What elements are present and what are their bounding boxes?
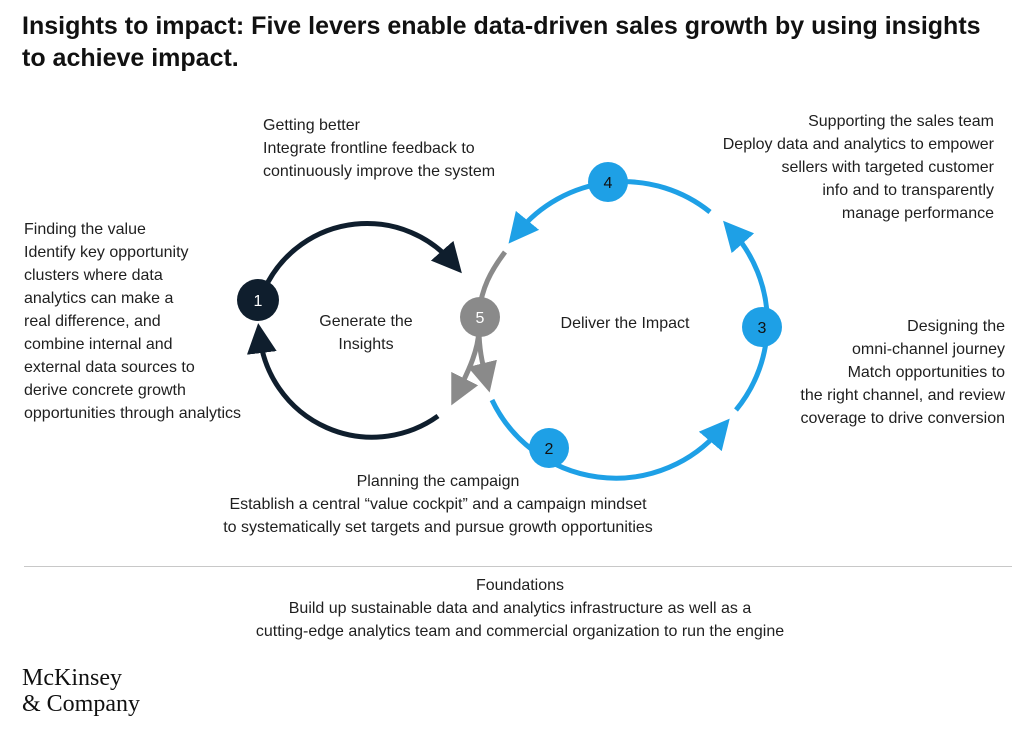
logo-line-1: McKinsey — [22, 665, 122, 691]
mckinsey-logo: McKinsey & Company — [22, 665, 140, 717]
lever-number-2: 2 — [545, 441, 554, 458]
lever-number-1: 1 — [254, 293, 263, 310]
lever-node-4: 4 — [588, 162, 628, 202]
page-title: Insights to impact: Five levers enable d… — [22, 12, 981, 72]
lever-2-description: Establish a central “value cockpit” and … — [223, 496, 653, 536]
lever-3-description: Match opportunities to the right channel… — [800, 364, 1005, 427]
lever-5-text: Getting better Integrate frontline feedb… — [263, 114, 563, 183]
lever-1-description: Identify key opportunity clusters where … — [24, 244, 242, 422]
lever-5-description: Integrate frontline feedback to continuo… — [263, 140, 496, 180]
generate-insights-cycle — [246, 220, 462, 440]
foundations-description: Build up sustainable data and analytics … — [255, 600, 785, 640]
lever-2-text: Planning the campaign Establish a centra… — [150, 470, 726, 539]
foundations-heading: Foundations — [475, 577, 565, 594]
dark-arrow-bottom — [246, 323, 440, 440]
lever-2-heading: Planning the campaign — [356, 473, 520, 490]
lever-node-2: 2 — [529, 428, 569, 468]
lever-number-5: 5 — [476, 310, 485, 327]
section-divider — [24, 566, 1012, 567]
lever-number-3: 3 — [758, 320, 767, 337]
dark-arrow-top — [265, 220, 462, 284]
lever-1-text: Finding the value Identify key opportuni… — [24, 218, 294, 425]
lever-node-3: 3 — [742, 307, 782, 347]
lever-number-4: 4 — [604, 175, 613, 192]
foundations-text: Foundations Build up sustainable data an… — [170, 574, 870, 643]
lever-4-description: Deploy data and analytics to empower sel… — [722, 136, 994, 222]
deliver-impact-label: Deliver the Impact — [560, 315, 690, 332]
lever-1-heading: Finding the value — [24, 221, 146, 238]
lever-3-heading: Designing the omni-channel journey — [852, 318, 1005, 358]
lever-node-5: 5 — [460, 297, 500, 337]
lever-3-text: Designing the omni-channel journey Match… — [740, 315, 1005, 430]
blue-arrow-bottom — [489, 398, 730, 481]
lever-5-heading: Getting better — [263, 117, 360, 134]
logo-line-2: & Company — [22, 691, 140, 717]
lever-4-heading: Supporting the sales team — [808, 113, 994, 130]
gray-arrow-left — [451, 329, 482, 406]
gray-arrow-right — [467, 329, 497, 393]
generate-insights-label: Generate the Insights — [319, 313, 413, 353]
lever-node-1: 1 — [237, 279, 279, 321]
lever-4-text: Supporting the sales team Deploy data an… — [650, 110, 994, 225]
